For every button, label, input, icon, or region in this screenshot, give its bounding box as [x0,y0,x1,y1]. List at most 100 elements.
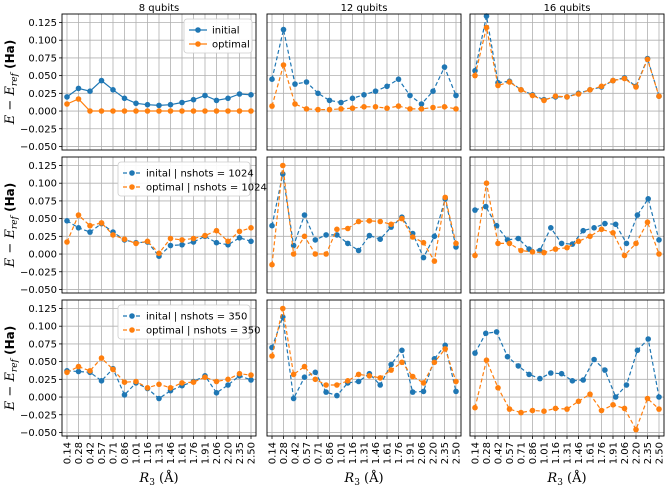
data-point-optimal-15 [225,108,231,114]
x-tick-label: 0.57 [97,442,108,464]
data-point-optimal-15 [633,240,639,247]
data-point-initial-2 [483,203,489,210]
data-point-optimal-16 [644,395,651,402]
legend-box [117,304,251,340]
data-point-initial-15 [420,388,427,395]
data-point-optimal-12 [395,103,402,109]
x-tick-label: 0.14 [268,442,279,464]
data-point-initial-17 [248,92,254,98]
y-tick-label: 0.025 [28,232,57,243]
y-tick-label: 0.125 [28,18,57,29]
data-point-initial-9 [156,395,162,402]
data-point-optimal-15 [430,104,436,111]
data-point-optimal-5 [518,87,524,93]
data-point-optimal-15 [225,238,231,245]
x-tick-label: 0.57 [505,442,516,464]
x-tick-label: 0.14 [471,442,482,464]
x-tick-label: 1.16 [348,442,359,464]
data-point-optimal-12 [190,235,197,242]
data-point-initial-8 [349,95,356,102]
data-point-optimal-12 [598,83,605,90]
y-tick-label: −0.050 [20,285,57,296]
x-tick-label: 2.06 [417,442,428,464]
data-point-optimal-1 [269,103,275,109]
data-point-optimal-7 [338,106,344,112]
data-point-initial-8 [548,370,554,376]
data-point-initial-11 [377,236,384,242]
x-axis-label-unit: (Å) [155,470,179,486]
data-point-optimal-15 [420,380,427,386]
data-point-initial-9 [558,370,565,377]
legend-marker-initial [129,313,135,319]
x-axis-label-main: R [138,471,149,486]
data-point-initial-2 [483,13,490,19]
data-point-optimal-12 [190,379,197,386]
data-point-optimal-2 [483,180,490,186]
data-point-initial-8 [345,240,351,247]
data-point-initial-12 [591,225,597,231]
data-point-initial-6 [323,389,329,395]
y-tick-label: 0.000 [28,393,57,404]
data-point-initial-9 [355,378,362,385]
panel-r1-c2: 12 qubits [266,3,462,151]
data-point-initial-7 [334,392,340,399]
data-point-optimal-7 [334,382,340,388]
data-point-optimal-13 [399,215,405,222]
data-point-optimal-9 [564,406,570,412]
data-point-initial-11 [580,377,586,383]
series-line-optimal [271,165,457,265]
data-point-optimal-14 [213,227,220,234]
data-point-initial-3 [290,242,297,249]
y-axis-label: E − Eref (Ha) [3,326,20,411]
x-tick-label: 0.71 [109,442,120,464]
x-tick-label: 0.86 [528,442,539,464]
x-axis-label-main: R [343,471,354,486]
data-point-optimal-8 [552,405,559,412]
data-point-initial-5 [515,363,522,369]
data-point-initial-15 [430,88,436,94]
legend-label-optimal: optimal | nshots = 1024 [146,183,267,194]
data-point-initial-15 [225,95,231,102]
y-axis-label: E − Eref (Ha) [3,183,20,268]
x-tick-label: 2.35 [235,442,246,464]
x-tick-label: 1.46 [166,442,177,464]
data-point-optimal-17 [248,108,254,114]
data-point-optimal-1 [64,239,70,245]
data-point-optimal-11 [587,87,593,93]
data-point-initial-12 [591,356,597,363]
column-title: 16 qubits [544,3,591,14]
data-point-optimal-4 [301,363,308,370]
series-line-initial [271,316,457,401]
data-point-optimal-10 [167,385,174,391]
data-point-optimal-4 [506,406,513,412]
data-point-optimal-1 [472,404,478,411]
data-point-optimal-5 [110,366,116,373]
x-tick-label: 1.61 [178,442,189,464]
data-point-optimal-16 [236,228,243,235]
x-tick-label: 0.57 [302,442,313,464]
data-point-initial-10 [167,101,174,108]
data-point-optimal-2 [280,62,287,68]
x-tick-label: 0.42 [494,442,505,464]
y-tick-label: 0.125 [28,304,57,315]
data-point-optimal-13 [202,232,208,239]
data-point-optimal-3 [290,251,297,257]
x-tick-label: 2.20 [632,442,643,464]
data-point-initial-5 [312,369,319,376]
x-tick-label: 2.06 [212,442,223,464]
legend-marker-optimal [129,184,135,190]
y-tick-label: −0.025 [20,410,57,421]
data-point-initial-17 [645,196,651,202]
data-point-optimal-9 [156,381,162,388]
data-point-initial-6 [323,232,329,238]
data-point-optimal-6 [323,382,329,388]
data-point-optimal-10 [167,235,174,242]
data-point-initial-8 [144,101,151,108]
panel-r3-c1: 0.125 0.100 0.075 0.050 0.025 0.000 −0.025 −0.0… [3,299,261,488]
x-tick-label: 0.14 [63,442,74,464]
data-point-optimal-4 [98,108,105,114]
y-tick-label: 0.000 [28,250,57,261]
data-point-initial-10 [372,88,379,94]
panel-r2-c1: 0.125 0.100 0.075 0.050 0.025 0.000 −0.025 −0.0… [3,156,267,296]
x-tick-label: 1.31 [155,442,166,464]
